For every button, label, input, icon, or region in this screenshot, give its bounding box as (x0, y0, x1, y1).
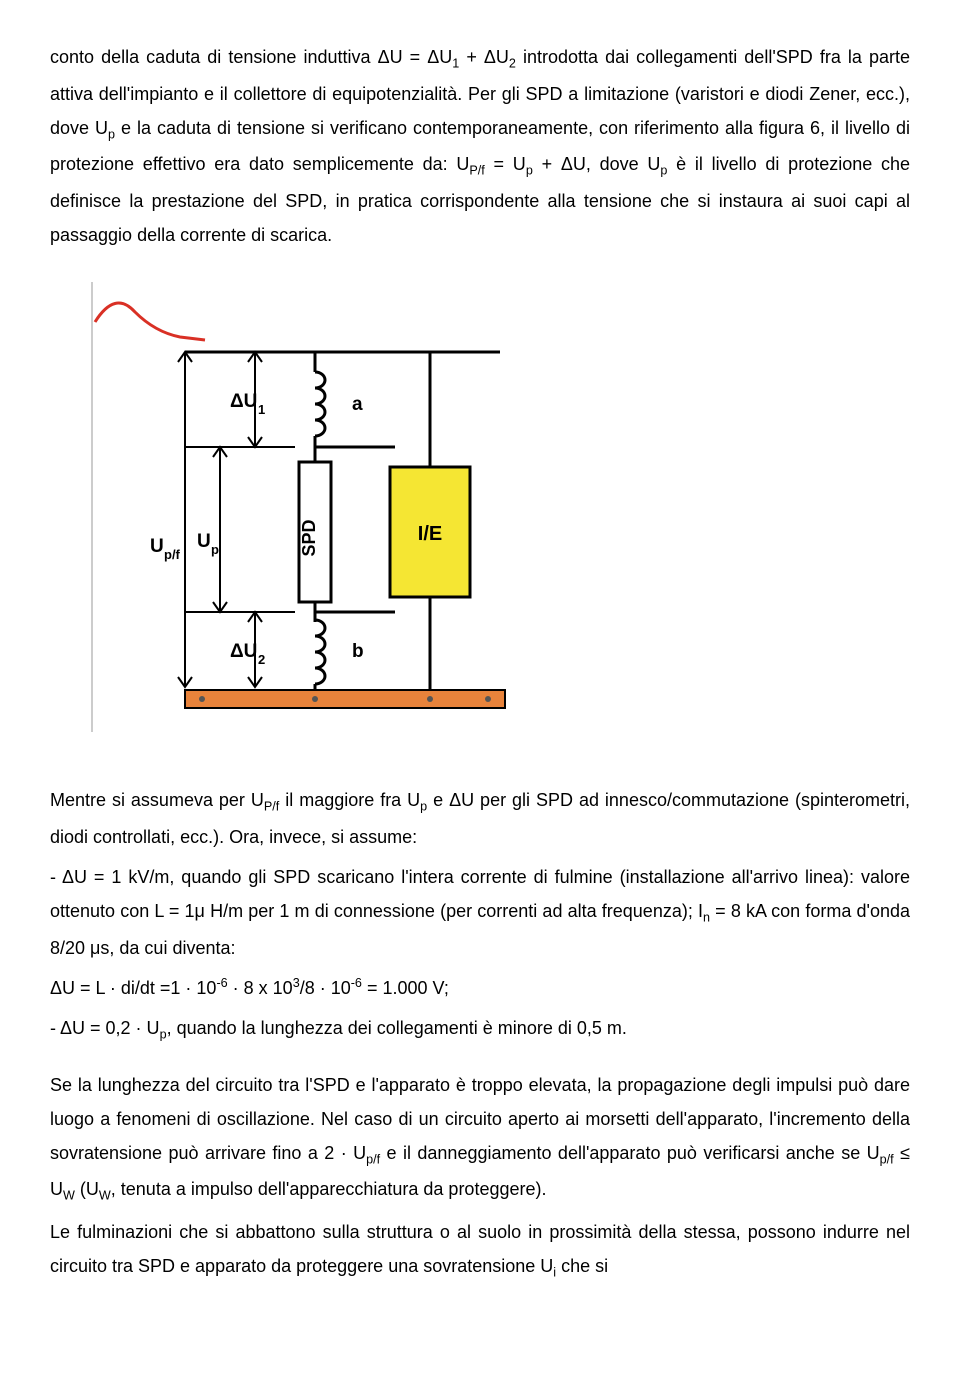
subscript: W (99, 1189, 111, 1203)
text: · 8 x 10 (228, 978, 293, 998)
text: il maggiore fra U (279, 790, 420, 810)
svg-text:a: a (352, 394, 363, 415)
subscript: P/f (469, 164, 484, 178)
text: = U (485, 154, 526, 174)
text: + ΔU (459, 47, 509, 67)
text: Le fulminazioni che si abbattono sulla s… (50, 1222, 910, 1276)
paragraph-3: - ΔU = 1 kV/m, quando gli SPD scaricano … (50, 860, 910, 965)
text: - ΔU = 0,2 · U (50, 1018, 160, 1038)
svg-text:2: 2 (258, 652, 265, 667)
svg-text:I/E: I/E (418, 523, 442, 545)
equation-1: ΔU = L · di/dt =1 · 10-6 · 8 x 103/8 · 1… (50, 971, 910, 1005)
text: (U (75, 1179, 99, 1199)
text: , quando la lunghezza dei collegamenti è… (167, 1018, 627, 1038)
superscript: -6 (216, 976, 227, 990)
subscript: P/f (264, 800, 279, 814)
superscript: -6 (351, 976, 362, 990)
text: e il danneggiamento dell'apparato può ve… (380, 1143, 880, 1163)
svg-text:1: 1 (258, 402, 265, 417)
paragraph-4: - ΔU = 0,2 · Up, quando la lunghezza dei… (50, 1011, 910, 1048)
text: = 1.000 V; (362, 978, 449, 998)
text: /8 · 10 (300, 978, 351, 998)
subscript: W (63, 1189, 75, 1203)
svg-text:U: U (197, 531, 211, 552)
svg-text:U: U (150, 536, 164, 557)
svg-text:ΔU: ΔU (230, 641, 257, 662)
text: , tenuta a impulso dell'apparecchiatura … (111, 1179, 547, 1199)
subscript: p (160, 1028, 167, 1042)
svg-text:SPD: SPD (299, 520, 319, 557)
svg-text:p/f: p/f (164, 547, 181, 562)
paragraph-6: Le fulminazioni che si abbattono sulla s… (50, 1215, 910, 1286)
subscript: n (703, 911, 710, 925)
paragraph-2: Mentre si assumeva per UP/f il maggiore … (50, 783, 910, 854)
text: che si (556, 1256, 608, 1276)
svg-text:b: b (352, 641, 364, 662)
paragraph-5: Se la lunghezza del circuito tra l'SPD e… (50, 1068, 910, 1209)
subscript: p/f (366, 1153, 380, 1167)
text: + ΔU, dove U (533, 154, 661, 174)
subscript: p/f (880, 1153, 894, 1167)
text: conto della caduta di tensione induttiva… (50, 47, 452, 67)
paragraph-1: conto della caduta di tensione induttiva… (50, 40, 910, 252)
text: Mentre si assumeva per U (50, 790, 264, 810)
subscript: p (108, 127, 115, 141)
svg-text:ΔU: ΔU (230, 391, 257, 412)
text: ΔU = L · di/dt =1 · 10 (50, 978, 216, 998)
subscript: p (526, 164, 533, 178)
svg-text:p: p (211, 542, 219, 557)
circuit-diagram: U p/f U p ΔU 1 ΔU 2 SPD a b I/E (90, 282, 910, 743)
superscript: 3 (293, 976, 300, 990)
subscript: 2 (509, 57, 516, 71)
